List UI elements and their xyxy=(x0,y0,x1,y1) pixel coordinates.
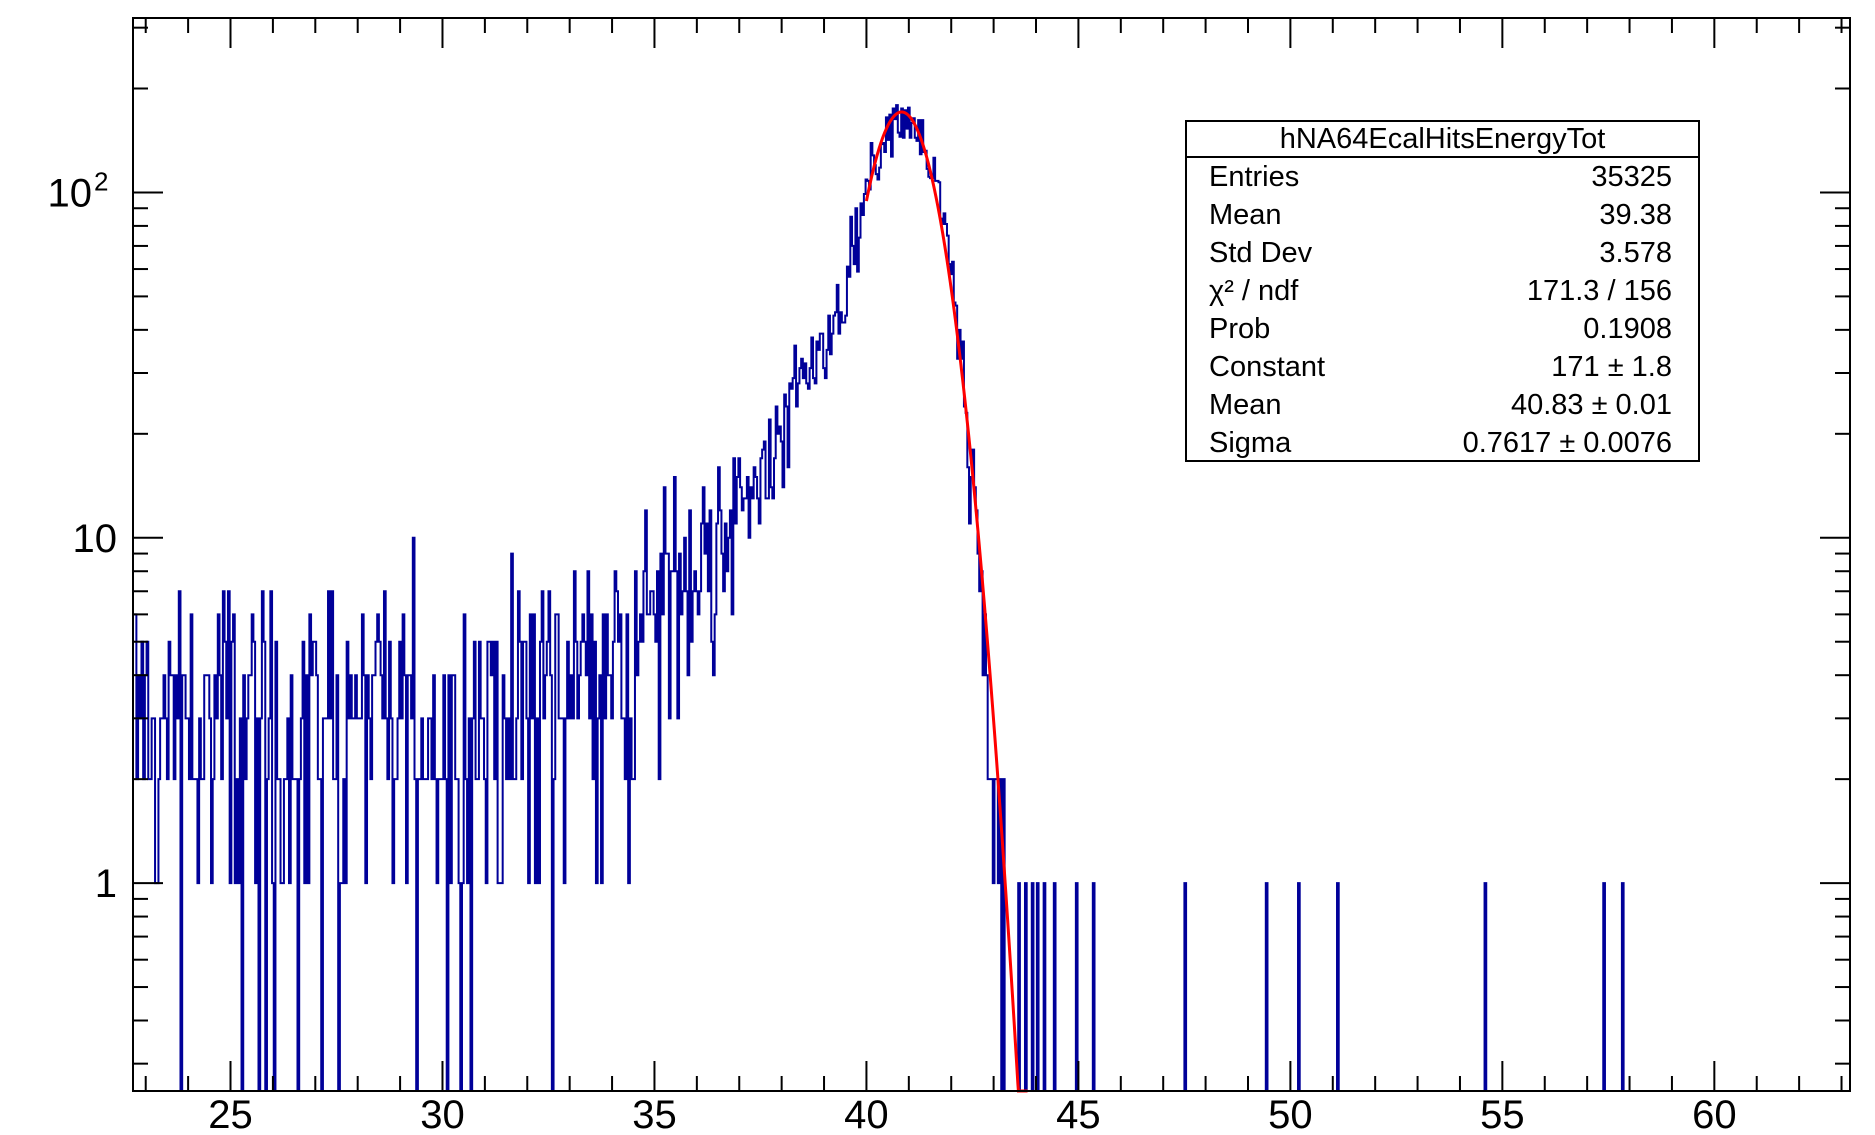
y-tick-label-exponent: 2 xyxy=(94,166,108,196)
stats-label: Constant xyxy=(1209,351,1326,383)
x-tick-label: 45 xyxy=(1056,1093,1101,1135)
stats-label: Sigma xyxy=(1209,427,1292,459)
gaussian-fit-curve xyxy=(864,110,1028,1093)
x-tick-label: 35 xyxy=(632,1093,677,1135)
stats-value: 171.3 / 156 xyxy=(1526,275,1672,307)
stats-label: Entries xyxy=(1209,161,1300,193)
stats-label: Mean xyxy=(1209,199,1282,231)
stats-row: Sigma 0.7617 ± 0.0076 xyxy=(1187,424,1698,462)
stats-value: 171 ± 1.8 xyxy=(1551,351,1672,383)
y-tick-label: 1 xyxy=(95,862,117,906)
stats-value: 3.578 xyxy=(1599,237,1672,269)
stats-title: hNA64EcalHitsEnergyTot xyxy=(1187,122,1698,158)
y-tick-label: 10 xyxy=(73,517,118,561)
stats-rows: Entries 35325 Mean 39.38 Std Dev 3.578 χ² / nd… xyxy=(1187,158,1698,462)
stats-box: hNA64EcalHitsEnergyTot Entries 35325 Mean 3… xyxy=(1185,120,1700,462)
stats-value: 40.83 ± 0.01 xyxy=(1510,389,1672,421)
x-tick-label: 30 xyxy=(420,1093,465,1135)
x-tick-label: 25 xyxy=(208,1093,253,1135)
x-tick-label: 40 xyxy=(844,1093,889,1135)
stats-value: 0.7617 ± 0.0076 xyxy=(1462,427,1672,459)
stats-label: Std Dev xyxy=(1209,237,1313,269)
stats-label: Mean xyxy=(1209,389,1282,421)
stats-row: χ² / ndf 171.3 / 156 xyxy=(1187,272,1698,310)
x-tick-label: 55 xyxy=(1480,1093,1525,1135)
stats-value: 0.1908 xyxy=(1583,313,1672,345)
stats-row: Mean 40.83 ± 0.01 xyxy=(1187,386,1698,424)
x-tick-label: 50 xyxy=(1268,1093,1313,1135)
stats-row: Std Dev 3.578 xyxy=(1187,234,1698,272)
stats-label: χ² / ndf xyxy=(1209,275,1299,307)
stats-row: Mean 39.38 xyxy=(1187,196,1698,234)
stats-value: 35325 xyxy=(1591,161,1672,193)
stats-row: Entries 35325 xyxy=(1187,158,1698,196)
stats-value: 39.38 xyxy=(1599,199,1672,231)
y-tick-label: 10 xyxy=(48,171,93,215)
axis-ticks xyxy=(133,18,1850,1091)
stats-row: Prob 0.1908 xyxy=(1187,310,1698,348)
x-tick-label: 60 xyxy=(1692,1093,1737,1135)
stats-label: Prob xyxy=(1209,313,1271,345)
stats-row: Constant 171 ± 1.8 xyxy=(1187,348,1698,386)
